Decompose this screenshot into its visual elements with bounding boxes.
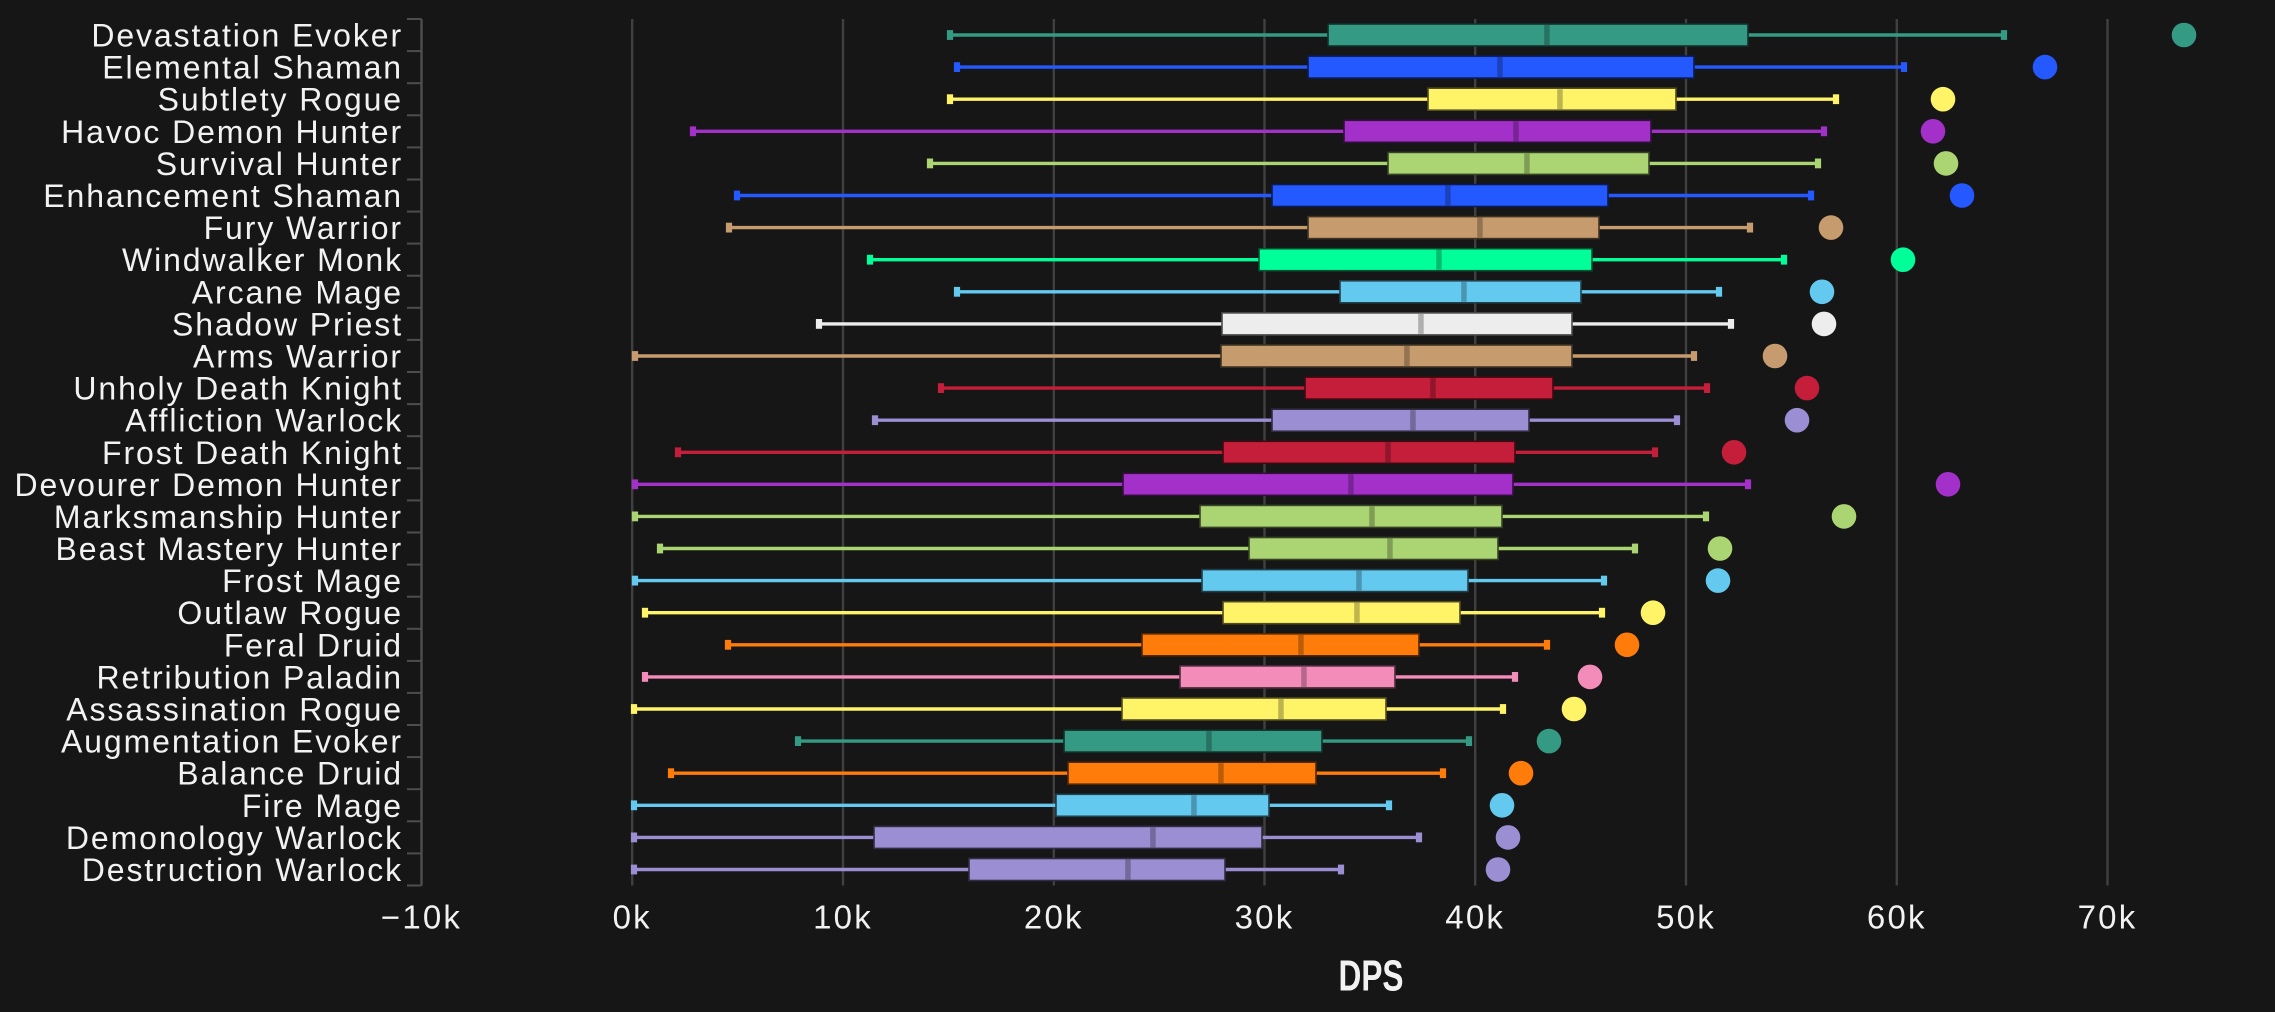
svg-text:Devastation Evoker: Devastation Evoker	[91, 18, 403, 54]
svg-text:Destruction Warlock: Destruction Warlock	[82, 852, 403, 888]
svg-text:Arms Warrior: Arms Warrior	[193, 339, 403, 375]
svg-text:Frost Mage: Frost Mage	[222, 563, 403, 599]
svg-text:Fire Mage: Fire Mage	[242, 788, 403, 824]
svg-text:DPS: DPS	[1339, 952, 1404, 1001]
svg-text:Arcane Mage: Arcane Mage	[192, 274, 403, 310]
svg-text:0k: 0k	[613, 899, 652, 936]
svg-text:70k: 70k	[2078, 899, 2138, 936]
svg-text:Assassination Rogue: Assassination Rogue	[66, 692, 403, 728]
svg-text:60k: 60k	[1867, 899, 1927, 936]
svg-text:Retribution Paladin: Retribution Paladin	[97, 659, 404, 695]
svg-text:Unholy Death Knight: Unholy Death Knight	[73, 371, 403, 407]
svg-text:Augmentation Evoker: Augmentation Evoker	[61, 724, 403, 760]
svg-text:Fury Warrior: Fury Warrior	[204, 210, 403, 246]
svg-text:Enhancement Shaman: Enhancement Shaman	[43, 178, 403, 214]
svg-text:Demonology Warlock: Demonology Warlock	[66, 820, 403, 856]
svg-text:Marksmanship Hunter: Marksmanship Hunter	[54, 499, 403, 535]
svg-text:Elemental Shaman: Elemental Shaman	[102, 50, 403, 86]
svg-text:Feral Druid: Feral Druid	[224, 627, 403, 663]
svg-text:Outlaw Rogue: Outlaw Rogue	[177, 595, 403, 631]
svg-text:Frost Death Knight: Frost Death Knight	[102, 435, 403, 471]
svg-text:Havoc Demon Hunter: Havoc Demon Hunter	[61, 114, 403, 150]
svg-text:Beast Mastery Hunter: Beast Mastery Hunter	[56, 531, 403, 567]
svg-text:Windwalker Monk: Windwalker Monk	[122, 242, 403, 278]
svg-text:50k: 50k	[1656, 899, 1716, 936]
svg-text:Affliction Warlock: Affliction Warlock	[125, 403, 403, 439]
svg-text:Balance Druid: Balance Druid	[177, 756, 403, 792]
svg-text:Subtlety Rogue: Subtlety Rogue	[158, 82, 403, 118]
svg-text:20k: 20k	[1024, 899, 1084, 936]
svg-text:Devourer Demon Hunter: Devourer Demon Hunter	[15, 467, 404, 503]
svg-text:30k: 30k	[1235, 899, 1295, 936]
svg-text:40k: 40k	[1445, 899, 1505, 936]
svg-text:−10k: −10k	[381, 899, 462, 936]
svg-text:10k: 10k	[813, 899, 873, 936]
svg-text:Survival Hunter: Survival Hunter	[156, 146, 403, 182]
svg-text:Shadow Priest: Shadow Priest	[172, 306, 403, 342]
